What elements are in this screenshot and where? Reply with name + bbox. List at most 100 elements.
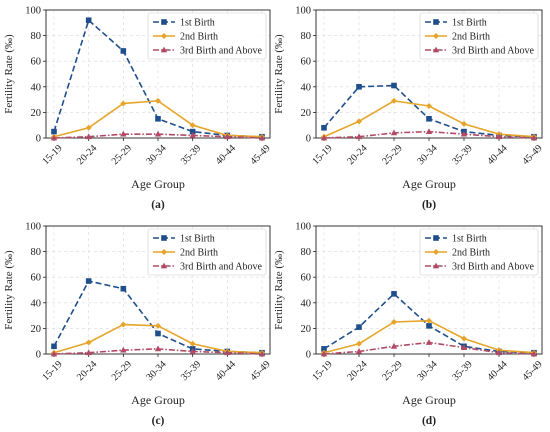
data-point bbox=[391, 82, 397, 89]
legend-marker bbox=[161, 33, 167, 39]
legend-marker bbox=[433, 249, 439, 255]
data-point bbox=[391, 97, 397, 104]
y-tick-label: 20 bbox=[301, 324, 312, 335]
x-tick-label: 15-19 bbox=[310, 143, 334, 167]
legend-marker bbox=[160, 262, 168, 269]
data-point bbox=[50, 350, 58, 357]
legend-marker bbox=[433, 235, 439, 241]
x-tick-label: 30-34 bbox=[415, 143, 439, 167]
data-point bbox=[320, 134, 328, 141]
legend-marker bbox=[433, 33, 439, 39]
x-tick-label: 20-24 bbox=[75, 359, 99, 383]
data-point bbox=[120, 130, 127, 137]
x-tick-label: 35-39 bbox=[179, 359, 203, 383]
legend-label: 3rd Birth and Above bbox=[180, 262, 262, 273]
x-tick-label: 40-44 bbox=[214, 359, 238, 383]
y-tick-label: 20 bbox=[301, 108, 312, 119]
x-tick-label: 20-24 bbox=[345, 143, 369, 167]
chart-panel-d: 0 20 40 60 80 100 15-19 20-24 25-29 30-34 35-39 40-… bbox=[273, 222, 545, 428]
data-point bbox=[120, 321, 127, 328]
y-tick-label: 20 bbox=[31, 108, 42, 119]
data-point bbox=[356, 324, 362, 330]
data-point bbox=[425, 339, 433, 345]
x-axis-title: Age Group bbox=[131, 393, 185, 407]
y-tick-label: 0 bbox=[306, 134, 311, 145]
legend-label: 3rd Birth and Above bbox=[180, 46, 262, 57]
panel-label: (a) bbox=[151, 199, 165, 211]
panel-label: (b) bbox=[422, 199, 436, 211]
y-axis-title: Fertility Rate (‰) bbox=[3, 250, 15, 330]
panel-label: (d) bbox=[422, 415, 436, 427]
data-point bbox=[154, 130, 162, 137]
data-point bbox=[85, 17, 92, 24]
y-axis-title: Fertility Rate (‰) bbox=[273, 34, 285, 114]
legend-label: 1st Birth bbox=[452, 18, 487, 29]
x-tick-label: 30-34 bbox=[144, 359, 168, 383]
x-tick-label: 15-19 bbox=[40, 359, 64, 383]
data-point bbox=[321, 124, 327, 131]
data-point bbox=[120, 100, 127, 107]
y-tick-label: 100 bbox=[25, 222, 41, 233]
data-point bbox=[155, 322, 161, 329]
data-point bbox=[391, 319, 397, 325]
data-point bbox=[495, 349, 503, 356]
y-tick-label: 80 bbox=[31, 31, 42, 42]
y-tick-label: 0 bbox=[36, 134, 41, 145]
x-tick-label: 40-44 bbox=[485, 359, 509, 383]
legend-label: 1st Birth bbox=[452, 234, 487, 245]
data-point bbox=[120, 48, 127, 54]
legend-label: 2nd Birth bbox=[452, 248, 490, 259]
data-point bbox=[120, 346, 127, 353]
data-point bbox=[224, 349, 231, 356]
data-point bbox=[355, 133, 363, 140]
data-point bbox=[391, 291, 397, 297]
legend-label: 1st Birth bbox=[180, 18, 215, 29]
y-tick-label: 80 bbox=[31, 247, 42, 258]
legend-marker bbox=[432, 262, 440, 269]
x-tick-label: 20-24 bbox=[345, 359, 369, 383]
data-point bbox=[51, 128, 57, 135]
data-point bbox=[461, 335, 467, 342]
data-point bbox=[189, 340, 196, 347]
legend-box bbox=[147, 12, 267, 60]
x-axis-title: Age Group bbox=[402, 177, 456, 191]
legend-label: 1st Birth bbox=[180, 234, 215, 245]
y-tick-label: 100 bbox=[295, 6, 311, 17]
data-point bbox=[85, 339, 92, 346]
y-tick-label: 80 bbox=[301, 247, 312, 258]
data-point bbox=[155, 330, 161, 337]
panel-label: (c) bbox=[152, 415, 165, 427]
data-point bbox=[355, 348, 363, 354]
chart-panel-c: 0 20 40 60 80 100 15-19 20-24 25-29 30-34 35-39 40-… bbox=[3, 222, 273, 428]
legend-marker bbox=[161, 235, 167, 241]
chart-panel-b: 0 20 40 60 80 100 15-19 20-24 25-29 30-34 35-39 40-… bbox=[273, 6, 545, 212]
x-axis-title: Age Group bbox=[131, 177, 185, 191]
chart-panel-a: 0 20 40 60 80 100 15-19 20-24 25-29 30-34 35-39 40-… bbox=[3, 6, 273, 212]
legend: 1st Birth 2nd Birth 3rd Birth and Above bbox=[147, 12, 267, 60]
x-tick-label: 25-29 bbox=[380, 359, 404, 383]
legend: 1st Birth 2nd Birth 3rd Birth and Above bbox=[419, 12, 539, 60]
y-tick-label: 40 bbox=[301, 298, 312, 309]
data-point bbox=[426, 323, 432, 329]
data-point bbox=[390, 129, 398, 136]
legend-label: 2nd Birth bbox=[180, 248, 218, 259]
data-point bbox=[85, 349, 92, 356]
legend-label: 3rd Birth and Above bbox=[452, 46, 534, 57]
data-point bbox=[155, 97, 161, 104]
x-tick-label: 45-49 bbox=[248, 359, 272, 383]
data-point bbox=[258, 350, 266, 357]
data-point bbox=[426, 103, 432, 109]
data-point bbox=[85, 133, 92, 140]
y-axis-title: Fertility Rate (‰) bbox=[3, 34, 15, 114]
data-point bbox=[120, 285, 127, 292]
y-tick-label: 60 bbox=[301, 273, 312, 284]
data-point bbox=[51, 343, 57, 350]
x-tick-label: 20-24 bbox=[75, 143, 99, 167]
legend-marker bbox=[161, 19, 167, 25]
data-point bbox=[189, 348, 196, 354]
y-axis-title: Fertility Rate (‰) bbox=[273, 250, 285, 330]
data-point bbox=[189, 128, 196, 135]
legend-box bbox=[419, 12, 539, 60]
legend-label: 2nd Birth bbox=[452, 32, 490, 43]
